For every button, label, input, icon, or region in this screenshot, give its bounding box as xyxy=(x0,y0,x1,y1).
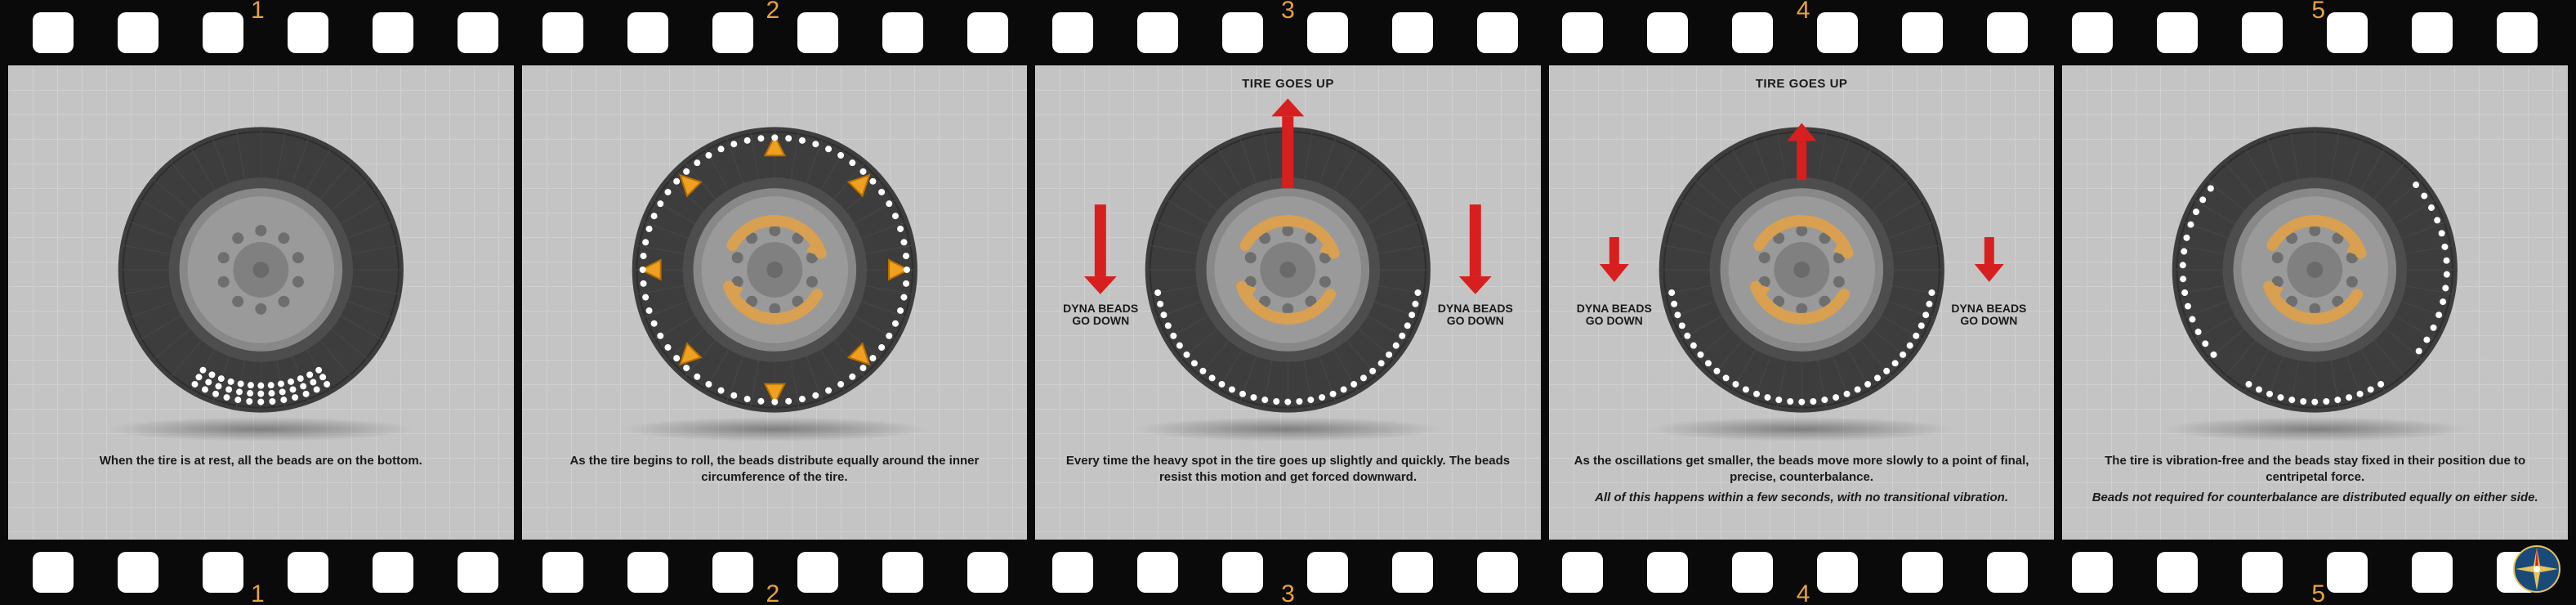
frame-caption-sub: All of this happens within a few seconds… xyxy=(1565,490,2038,506)
tire-svg xyxy=(1035,65,1541,450)
sprocket-hole xyxy=(203,552,243,593)
sprocket-hole xyxy=(1477,552,1518,593)
sprocket-hole xyxy=(627,12,668,53)
sprocket-hole xyxy=(967,12,1008,53)
sprocket-hole xyxy=(1307,552,1348,593)
sprocket-hole xyxy=(203,12,243,53)
sprocket-hole xyxy=(1902,12,1943,53)
sprocket-hole xyxy=(2412,12,2453,53)
sprocket-hole xyxy=(2497,12,2538,53)
sprocket-hole xyxy=(967,552,1008,593)
sprocket-hole xyxy=(1647,552,1688,593)
sprocket-hole xyxy=(542,12,583,53)
frames-row: When the tire is at rest, all the beads … xyxy=(0,65,2576,540)
frame-4: TIRE GOES UPDYNA BEADSGO DOWNDYNA BEADSG… xyxy=(1549,65,2055,540)
sprocket-row-bottom xyxy=(0,540,2576,605)
tire-svg xyxy=(522,65,1028,450)
sprocket-hole xyxy=(1052,552,1093,593)
sprocket-hole xyxy=(542,552,583,593)
sprocket-hole xyxy=(1732,552,1773,593)
tire-area: TIRE GOES UPDYNA BEADSGO DOWNDYNA BEADSG… xyxy=(1549,65,2055,450)
sprocket-hole xyxy=(2072,552,2113,593)
sprocket-hole xyxy=(882,12,923,53)
frame-caption: The tire is vibration-free and the beads… xyxy=(2062,450,2568,509)
sprocket-hole xyxy=(1137,12,1178,53)
frame-caption: As the tire begins to roll, the beads di… xyxy=(522,450,1028,490)
sprocket-hole xyxy=(1477,12,1518,53)
sprocket-hole xyxy=(1902,552,1943,593)
frame-caption-sub: Beads not required for counterbalance ar… xyxy=(2078,490,2551,506)
frame-caption: As the oscillations get smaller, the bea… xyxy=(1549,450,2055,509)
sprocket-hole xyxy=(2412,552,2453,593)
sprocket-hole xyxy=(288,12,328,53)
sprocket-hole xyxy=(1222,12,1263,53)
sprocket-hole xyxy=(712,12,753,53)
sprocket-hole xyxy=(118,552,158,593)
sprocket-hole xyxy=(373,12,413,53)
compass-logo xyxy=(2512,544,2561,594)
sprocket-hole xyxy=(1222,552,1263,593)
sprocket-hole xyxy=(2157,12,2198,53)
sprocket-hole xyxy=(2327,552,2368,593)
sprocket-hole xyxy=(1307,12,1348,53)
sprocket-hole xyxy=(1987,552,2028,593)
sprocket-hole xyxy=(1817,12,1858,53)
sprocket-hole xyxy=(1647,12,1688,53)
tire-area xyxy=(522,65,1028,450)
tire-svg xyxy=(8,65,514,450)
sprocket-hole xyxy=(1137,552,1178,593)
sprocket-hole xyxy=(1392,552,1433,593)
sprocket-hole xyxy=(458,12,498,53)
sprocket-hole xyxy=(2242,552,2283,593)
sprocket-hole xyxy=(1562,552,1603,593)
sprocket-hole xyxy=(1052,12,1093,53)
sprocket-hole xyxy=(2157,552,2198,593)
tire-area xyxy=(2062,65,2568,450)
frame-2: As the tire begins to roll, the beads di… xyxy=(522,65,1028,540)
sprocket-hole xyxy=(33,552,74,593)
sprocket-hole xyxy=(1987,12,2028,53)
sprocket-hole xyxy=(373,552,413,593)
tire-svg xyxy=(1549,65,2055,450)
sprocket-hole xyxy=(797,12,838,53)
tire-area xyxy=(8,65,514,450)
sprocket-hole xyxy=(797,552,838,593)
sprocket-hole xyxy=(2242,12,2283,53)
sprocket-hole xyxy=(118,12,158,53)
sprocket-row-top xyxy=(0,0,2576,65)
frame-1: When the tire is at rest, all the beads … xyxy=(8,65,514,540)
tire-svg xyxy=(2062,65,2568,450)
frame-caption: When the tire is at rest, all the beads … xyxy=(83,450,439,473)
frame-caption: Every time the heavy spot in the tire go… xyxy=(1035,450,1541,490)
frame-5: The tire is vibration-free and the beads… xyxy=(2062,65,2568,540)
sprocket-hole xyxy=(33,12,74,53)
sprocket-hole xyxy=(627,552,668,593)
sprocket-hole xyxy=(2072,12,2113,53)
tire-area: TIRE GOES UPDYNA BEADSGO DOWNDYNA BEADSG… xyxy=(1035,65,1541,450)
frame-3: TIRE GOES UPDYNA BEADSGO DOWNDYNA BEADSG… xyxy=(1035,65,1541,540)
sprocket-hole xyxy=(458,552,498,593)
sprocket-hole xyxy=(1817,552,1858,593)
sprocket-hole xyxy=(1732,12,1773,53)
sprocket-hole xyxy=(882,552,923,593)
filmstrip-container: 12345 When the tire is at rest, all the … xyxy=(0,0,2576,605)
sprocket-hole xyxy=(288,552,328,593)
sprocket-hole xyxy=(712,552,753,593)
sprocket-hole xyxy=(1562,12,1603,53)
sprocket-hole xyxy=(1392,12,1433,53)
sprocket-hole xyxy=(2327,12,2368,53)
